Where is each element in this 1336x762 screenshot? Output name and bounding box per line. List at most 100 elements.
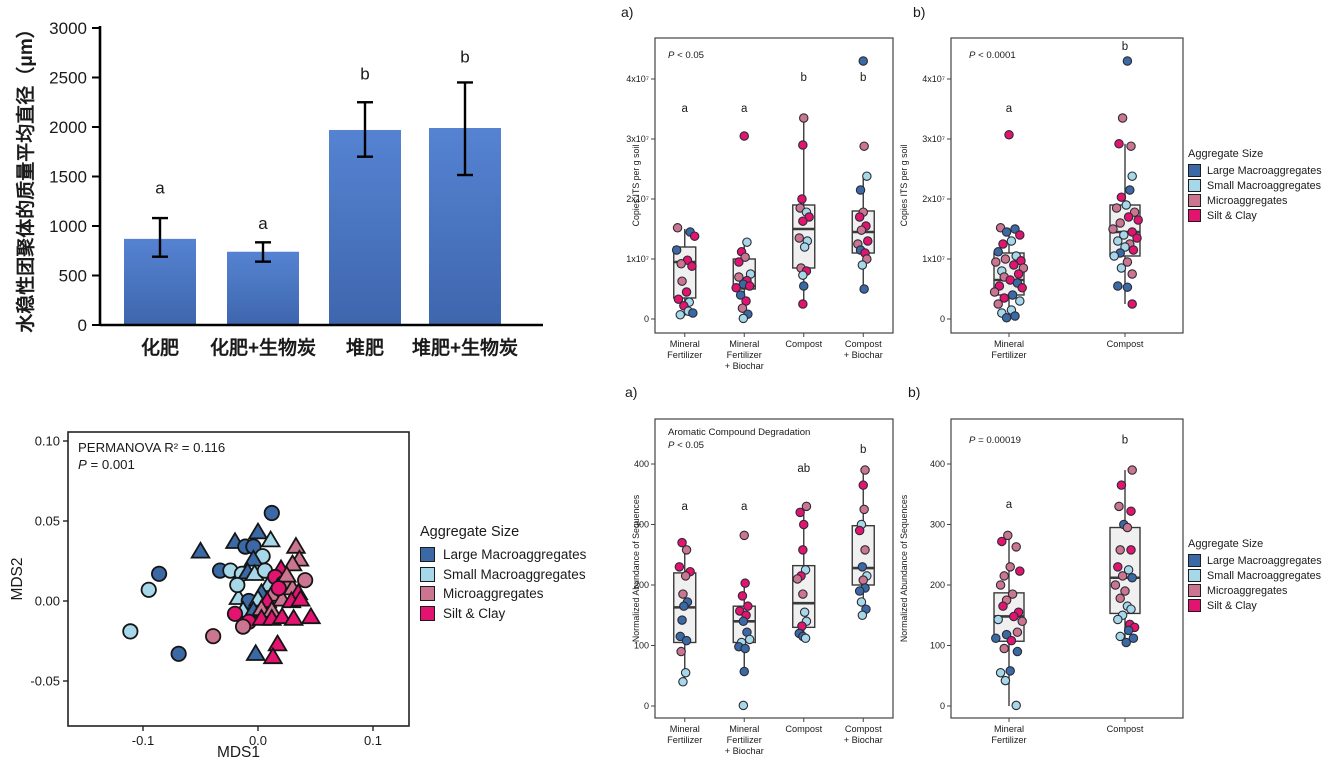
data-point — [998, 601, 1008, 611]
y-tick-label: 0 — [78, 316, 87, 335]
y-tick-label: 0 — [940, 314, 945, 324]
y-tick-label: 1x10⁷ — [626, 254, 649, 264]
data-point — [740, 643, 750, 654]
data-point — [151, 565, 168, 582]
data-point — [734, 272, 744, 282]
data-point — [1115, 218, 1125, 228]
y-tick-label: 2x10⁷ — [922, 194, 945, 204]
data-point — [799, 607, 810, 617]
legend-item-microaggregates: Microaggregates — [420, 586, 586, 601]
data-point — [799, 113, 809, 123]
data-point — [1010, 311, 1020, 321]
data-point — [1117, 571, 1128, 581]
data-point — [798, 545, 808, 555]
x-category-label: 化肥 — [141, 336, 179, 359]
permanova-annotation: PERMANOVA R² = 0.116 — [78, 440, 225, 455]
plot-border — [950, 37, 1184, 334]
data-point — [794, 233, 805, 243]
legend-title: Aggregate Size — [1188, 148, 1264, 160]
x-category-label: Compost — [785, 724, 822, 734]
legend-item-label: Large Macroaggregates — [1207, 164, 1322, 177]
data-point — [1007, 290, 1018, 300]
swatch-silt-clay-icon — [1188, 599, 1201, 612]
data-point — [1127, 465, 1137, 475]
y-tick-label: 3000 — [49, 19, 87, 38]
data-point — [857, 610, 868, 621]
y-tick-label: 0.00 — [35, 594, 60, 609]
y-axis-title: 水稳性团聚体的质量平均直径（μm） — [14, 19, 37, 333]
data-point — [1001, 629, 1012, 640]
legend-item-label: Large Macroaggregates — [1207, 554, 1322, 567]
data-point — [989, 287, 1000, 297]
data-point — [797, 194, 807, 204]
p-value-label: P < 0.05 — [668, 440, 704, 451]
legend-item-microaggregates: Microaggregates — [1188, 194, 1322, 207]
y-tick-label: 0.05 — [35, 514, 60, 529]
data-point — [678, 589, 688, 599]
legend-item-label: Small Macroaggregates — [1207, 179, 1322, 192]
legend-item-large-macroaggregates: Large Macroaggregates — [1188, 554, 1322, 567]
data-point — [247, 521, 269, 540]
data-point — [1116, 263, 1127, 273]
p-value-label: P = 0.00019 — [969, 435, 1021, 446]
data-point — [743, 601, 753, 611]
x-category-label: Mineral — [670, 339, 700, 349]
swatch-small-macroaggregates-icon — [1188, 179, 1201, 192]
y-tick-label: 400 — [930, 459, 945, 469]
data-point — [798, 589, 808, 599]
swatch-large-macroaggregates-icon — [1188, 554, 1201, 567]
data-point — [675, 310, 685, 320]
data-point — [860, 545, 870, 555]
x-category-label: 堆肥+生物炭 — [412, 336, 518, 359]
data-point — [681, 635, 692, 646]
data-point — [744, 281, 755, 291]
data-point — [1005, 666, 1015, 676]
swatch-large-macroaggregates-icon — [1188, 164, 1201, 177]
data-point — [1120, 586, 1130, 596]
data-point — [681, 287, 692, 297]
data-point — [1123, 625, 1134, 636]
data-point — [735, 290, 746, 300]
y-tick-label: 500 — [59, 267, 87, 286]
data-point — [226, 605, 244, 622]
data-point — [271, 606, 293, 625]
data-point — [1116, 480, 1127, 490]
y-tick-label: 4x10⁷ — [922, 74, 945, 84]
data-point — [857, 562, 868, 572]
significance-letter: b — [1122, 434, 1128, 446]
x-category-label: + Biochar — [725, 361, 764, 371]
y-tick-label: 200 — [930, 580, 945, 590]
data-point — [858, 56, 869, 66]
data-point — [1121, 637, 1131, 648]
data-point — [863, 236, 873, 246]
x-category-label: + Biochar — [725, 746, 764, 756]
data-point — [300, 606, 322, 625]
significance-letter: a — [1006, 103, 1013, 115]
panel-label-r1a: a) — [621, 4, 634, 20]
legend-item-label: Microaggregates — [443, 586, 544, 601]
data-point — [1013, 269, 1024, 279]
data-point — [993, 614, 1003, 625]
panel-label-r2a: a) — [625, 384, 638, 400]
data-point — [1015, 296, 1025, 306]
data-point — [1122, 257, 1133, 267]
data-point — [798, 216, 808, 226]
data-point — [1109, 251, 1119, 261]
data-point — [1017, 283, 1027, 293]
data-point — [1133, 215, 1143, 225]
y-axis-title: Normalized Abundance of Sequences — [631, 494, 641, 642]
data-point — [676, 259, 686, 269]
data-point — [744, 634, 755, 645]
data-point — [1012, 646, 1023, 657]
x-category-label: Fertilizer — [727, 350, 762, 360]
data-point — [799, 281, 809, 291]
x-category-label: Compost — [785, 339, 822, 349]
data-point — [245, 643, 267, 661]
data-point — [799, 519, 809, 530]
data-point — [1007, 589, 1018, 599]
x-category-label: Fertilizer — [991, 350, 1026, 360]
data-point — [681, 545, 692, 555]
significance-letter: a — [1006, 499, 1013, 511]
data-point — [798, 270, 808, 280]
mds-legend: Aggregate Size Large Macroaggregates Sma… — [420, 524, 586, 625]
